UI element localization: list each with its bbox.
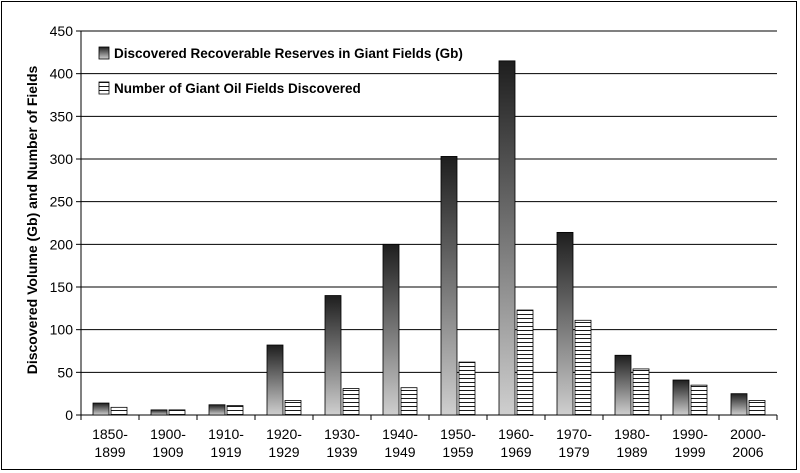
y-axis-label: Discovered Volume (Gb) and Number of Fie… <box>24 66 40 375</box>
bar-fields <box>574 319 592 416</box>
x-tick-label: 1960- <box>498 426 534 442</box>
bar-fields <box>284 400 302 416</box>
y-tick-label: 100 <box>50 322 74 338</box>
x-tick-label: 1850- <box>92 426 128 442</box>
bar-reserves <box>440 156 458 416</box>
bar-reserves <box>92 402 110 416</box>
x-tick-label: 1970- <box>556 426 592 442</box>
x-tick-label: 1900- <box>150 426 186 442</box>
x-tick-label: 1959 <box>442 444 473 460</box>
bar-reserves <box>730 393 748 416</box>
x-tick-label: 1950- <box>440 426 476 442</box>
bar-reserves <box>556 231 574 416</box>
x-tick-label: 1930- <box>324 426 360 442</box>
x-tick-label: 1979 <box>558 444 589 460</box>
y-axis: 0 50 100 150 200 250 300 350 400 450 <box>50 23 82 423</box>
y-tick-label: 50 <box>57 364 73 380</box>
x-tick-label: 2006 <box>732 444 763 460</box>
y-tick-label: 150 <box>50 279 74 295</box>
bar-fields <box>748 400 766 416</box>
x-tick-label: 1909 <box>152 444 183 460</box>
y-tick-label: 300 <box>50 151 74 167</box>
x-tick-label: 1990- <box>672 426 708 442</box>
y-tick-label: 0 <box>65 407 73 423</box>
y-tick-label: 400 <box>50 66 74 82</box>
bar-reserves <box>150 409 168 416</box>
x-axis: 1850- 1899 1900- 1909 1910- 1919 1920- 1929 1930… <box>80 414 778 460</box>
bar-reserves <box>614 354 632 416</box>
legend: Discovered Recoverable Reserves in Giant… <box>98 46 463 96</box>
bars <box>92 60 766 416</box>
x-tick-label: 1989 <box>616 444 647 460</box>
bar-fields <box>632 368 650 416</box>
bar-reserves <box>672 379 690 416</box>
y-tick-label: 350 <box>50 108 74 124</box>
legend-reserves-label: Discovered Recoverable Reserves in Giant… <box>114 46 463 61</box>
x-tick-label: 1980- <box>614 426 650 442</box>
y-tick-label: 250 <box>50 194 74 210</box>
bar-fields <box>690 384 708 416</box>
x-tick-label: 1929 <box>268 444 299 460</box>
x-tick-label: 1920- <box>266 426 302 442</box>
y-tick-label: 200 <box>50 236 74 252</box>
bar-fields <box>110 406 128 416</box>
legend-reserves-swatch <box>98 46 110 60</box>
x-tick-label: 2000- <box>730 426 766 442</box>
legend-fields-label: Number of Giant Oil Fields Discovered <box>114 81 361 96</box>
bar-fields <box>458 361 476 416</box>
x-tick-label: 1939 <box>326 444 357 460</box>
x-tick-label: 1999 <box>674 444 705 460</box>
bar-fields <box>342 388 360 416</box>
x-tick-label: 1949 <box>384 444 415 460</box>
x-tick-label: 1940- <box>382 426 418 442</box>
bar-reserves <box>208 404 226 416</box>
bar-reserves <box>498 60 516 416</box>
bar-fields <box>168 409 186 416</box>
bar-fields <box>516 309 534 416</box>
bar-reserves <box>382 243 400 416</box>
gridlines <box>81 30 777 373</box>
bar-fields <box>400 387 418 416</box>
x-tick-label: 1919 <box>210 444 241 460</box>
bar-reserves <box>266 344 284 416</box>
x-tick-label: 1969 <box>500 444 531 460</box>
bar-fields <box>226 405 244 416</box>
y-tick-label: 450 <box>50 23 74 39</box>
bar-reserves <box>324 295 342 416</box>
legend-fields-swatch <box>98 81 110 95</box>
x-tick-label: 1910- <box>208 426 244 442</box>
x-tick-label: 1899 <box>94 444 125 460</box>
